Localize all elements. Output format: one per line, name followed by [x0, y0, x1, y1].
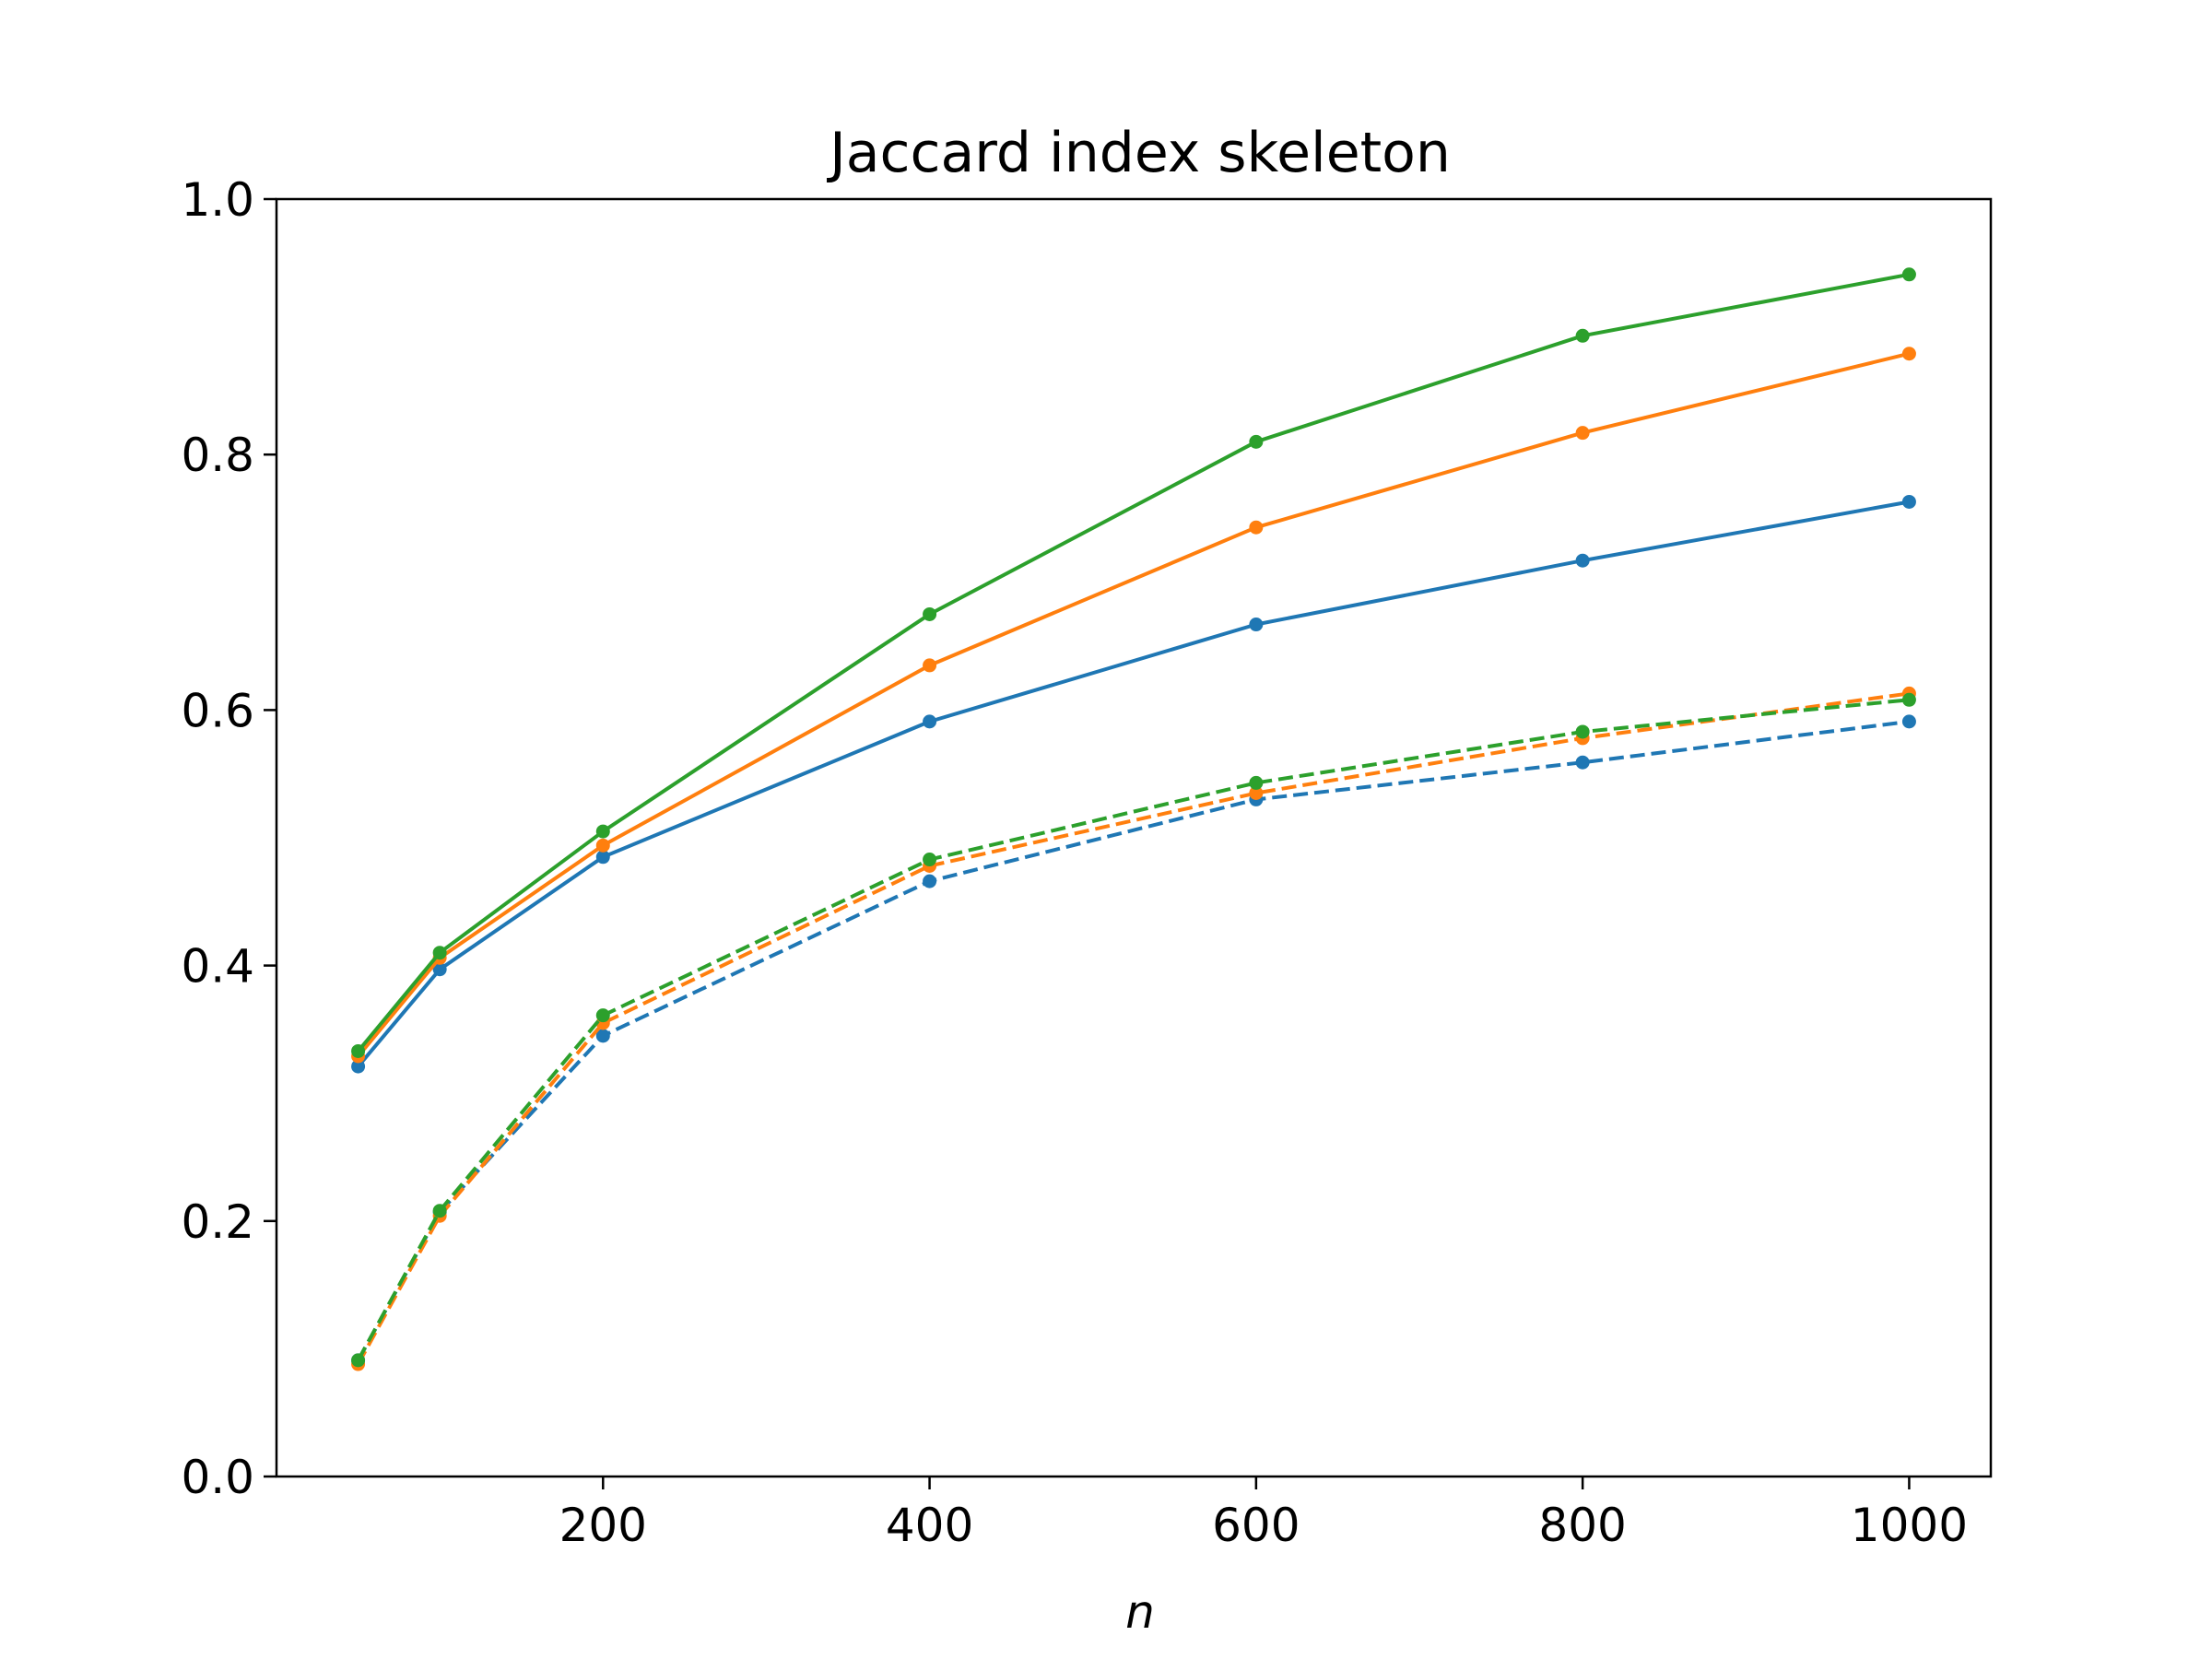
data-point	[923, 714, 937, 729]
data-point	[432, 962, 447, 977]
y-axis: 0.0 0.2 0.4 0.6 0.8 1.0	[181, 173, 276, 1504]
data-point	[1575, 426, 1590, 441]
y-tick-label: 0.8	[181, 429, 254, 482]
data-point	[1901, 714, 1916, 729]
data-point	[1249, 618, 1264, 632]
series-line-0	[357, 500, 1910, 1068]
data-point	[1575, 755, 1590, 770]
data-point	[351, 1353, 366, 1368]
y-tick-label: 0.2	[181, 1195, 254, 1249]
chart-title: Jaccard index skeleton	[826, 121, 1451, 185]
data-point	[595, 850, 610, 865]
data-point	[1901, 494, 1916, 509]
plot-lines	[351, 267, 1916, 1371]
data-point	[1901, 267, 1916, 282]
x-axis: 200 400 600 800 1000	[559, 1477, 1968, 1552]
data-point	[595, 824, 610, 839]
x-tick-label: 400	[886, 1499, 973, 1552]
y-tick-label: 1.0	[181, 173, 254, 227]
y-tick-label: 0.0	[181, 1451, 254, 1504]
data-point	[1249, 434, 1264, 449]
x-tick-label: 1000	[1851, 1499, 1968, 1552]
data-point	[351, 1043, 366, 1058]
series-line-5	[356, 698, 1910, 1361]
y-tick-label: 0.4	[181, 940, 254, 994]
plot-frame	[275, 197, 1993, 1478]
data-point	[1901, 347, 1916, 361]
x-tick-label: 600	[1212, 1499, 1300, 1552]
data-point	[1249, 775, 1264, 790]
series-line-1	[357, 351, 1910, 1058]
data-point	[432, 946, 447, 960]
series-line-2	[357, 272, 1910, 1053]
data-point	[432, 1204, 447, 1218]
data-point	[351, 1059, 366, 1074]
data-point	[1249, 520, 1264, 535]
data-point	[1901, 692, 1916, 707]
data-point	[923, 853, 937, 867]
data-point	[923, 658, 937, 673]
data-point	[595, 838, 610, 853]
x-tick-label: 800	[1538, 1499, 1626, 1552]
data-point	[595, 1008, 610, 1023]
data-point	[923, 874, 937, 888]
x-tick-label: 200	[559, 1499, 647, 1552]
series-line-3	[356, 719, 1910, 1361]
data-point	[923, 606, 937, 621]
x-axis-label: n	[1125, 1585, 1155, 1639]
data-point	[1575, 553, 1590, 568]
data-point	[1575, 724, 1590, 739]
data-point	[1575, 328, 1590, 343]
y-tick-label: 0.6	[181, 684, 254, 737]
data-point	[595, 1029, 610, 1043]
data-point	[1249, 785, 1264, 800]
